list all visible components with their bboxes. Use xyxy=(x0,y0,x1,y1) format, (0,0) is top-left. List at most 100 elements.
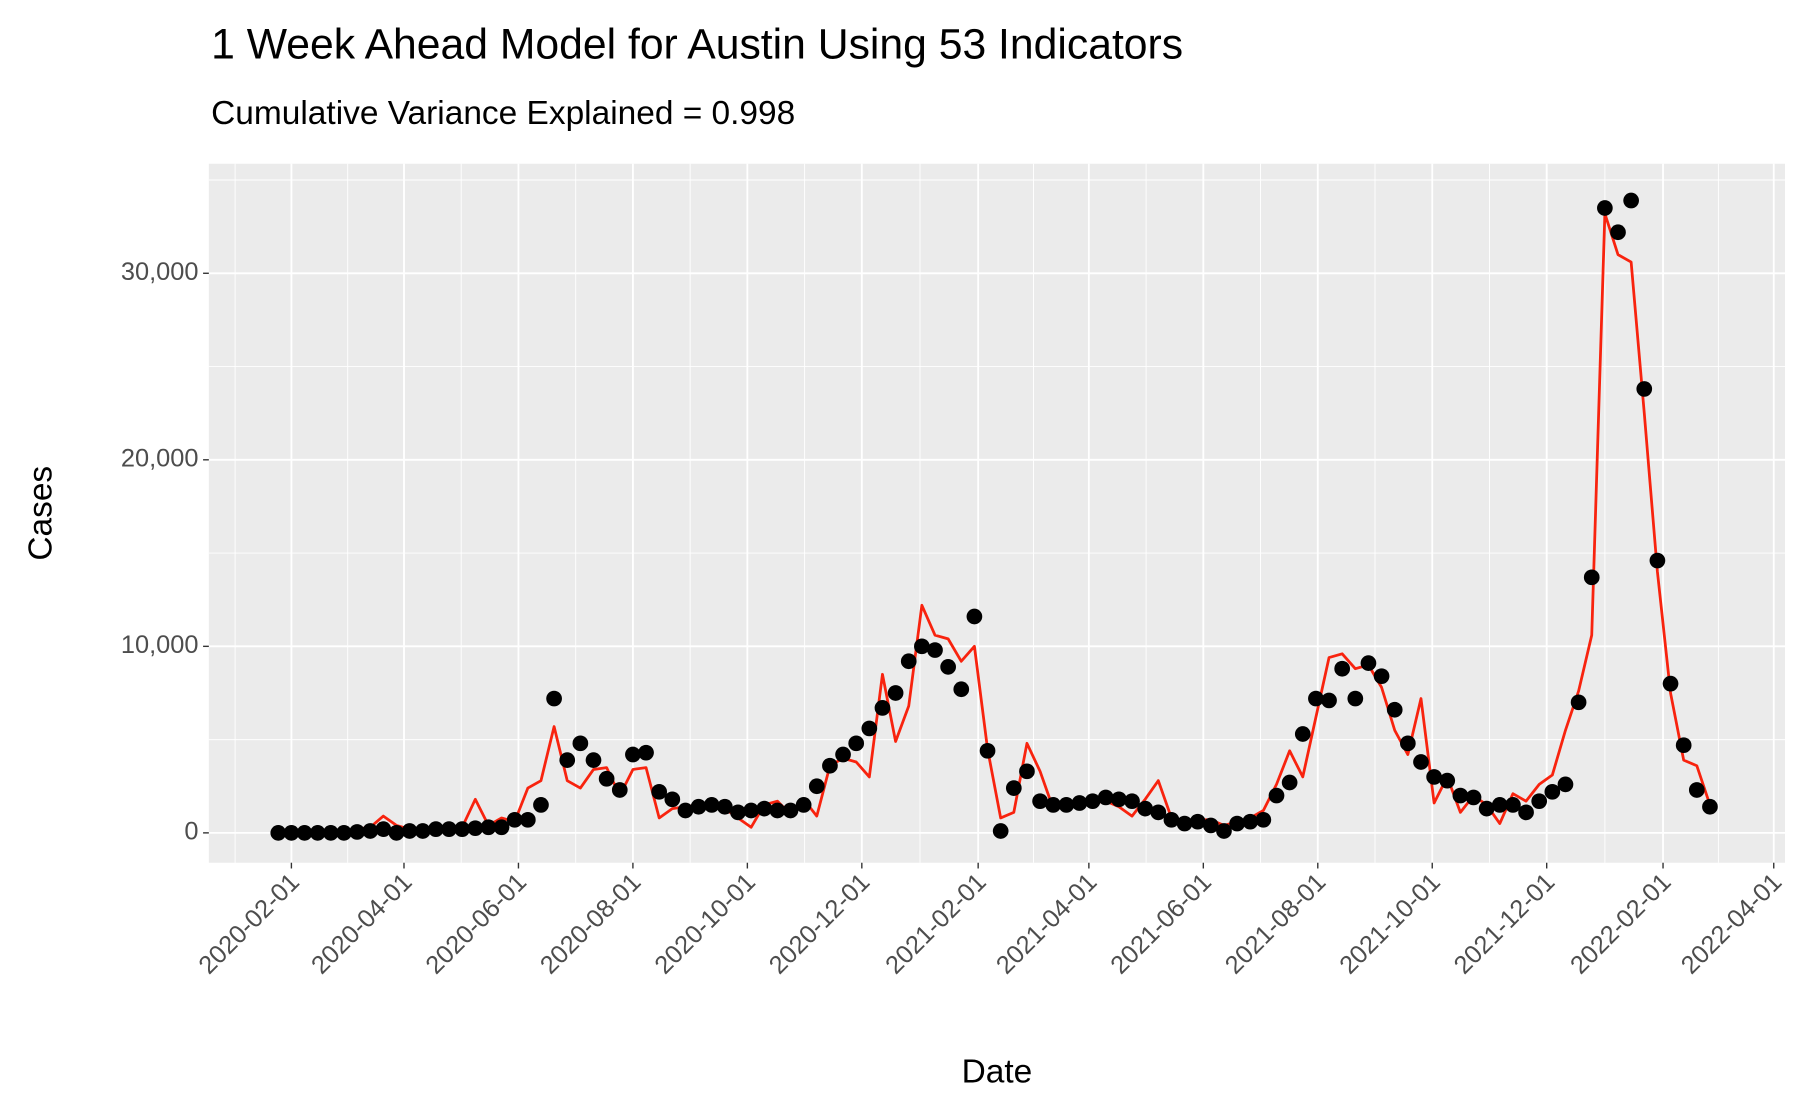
chart-title: 1 Week Ahead Model for Austin Using 53 I… xyxy=(211,21,1183,69)
x-tick-label: 2021-02-01 xyxy=(880,868,992,980)
data-point xyxy=(467,820,484,837)
data-point xyxy=(703,797,720,813)
data-point xyxy=(743,802,759,819)
x-tick-label: 2020-08-01 xyxy=(535,868,647,980)
data-point xyxy=(1097,789,1114,806)
x-axis-title: Date xyxy=(962,1054,1033,1091)
data-point xyxy=(1702,798,1718,815)
data-point xyxy=(638,744,654,761)
data-point xyxy=(1005,780,1022,796)
data-point xyxy=(1150,804,1167,821)
data-point xyxy=(546,690,562,707)
y-tick-label: 20,000 xyxy=(121,445,199,473)
data-point xyxy=(454,821,471,837)
data-point xyxy=(1688,782,1705,798)
plot-background xyxy=(208,163,1785,863)
data-point xyxy=(506,811,523,828)
data-point xyxy=(1649,552,1666,569)
data-point xyxy=(572,735,589,752)
data-point xyxy=(717,798,733,815)
x-tick-label: 2022-04-01 xyxy=(1676,868,1788,980)
data-point xyxy=(1452,787,1469,804)
data-point xyxy=(861,720,878,737)
data-point xyxy=(428,821,444,837)
x-tick-label: 2021-04-01 xyxy=(991,868,1103,980)
data-point xyxy=(992,823,1009,839)
data-point xyxy=(585,752,602,768)
x-tick-label: 2021-10-01 xyxy=(1334,868,1446,980)
data-point xyxy=(1294,726,1311,742)
data-point xyxy=(1400,735,1416,752)
data-point xyxy=(1426,769,1442,785)
data-point xyxy=(336,825,352,841)
data-point xyxy=(1216,823,1232,839)
data-point xyxy=(1623,192,1639,209)
data-point xyxy=(927,642,943,658)
data-point xyxy=(1465,789,1482,806)
data-point xyxy=(1478,800,1495,817)
data-point xyxy=(1084,793,1101,810)
x-tick-label: 2021-08-01 xyxy=(1220,868,1332,980)
data-point xyxy=(914,638,930,655)
data-point xyxy=(769,802,786,819)
data-point xyxy=(1413,754,1429,770)
data-point xyxy=(730,804,746,821)
data-point xyxy=(1202,817,1219,834)
x-tick-label: 2021-12-01 xyxy=(1449,868,1561,980)
data-point xyxy=(270,825,287,841)
data-point xyxy=(808,778,825,795)
data-point xyxy=(322,825,339,841)
data-point xyxy=(1189,813,1206,830)
x-tick-label: 2020-04-01 xyxy=(306,868,418,980)
data-point xyxy=(756,800,773,817)
data-point xyxy=(900,653,917,670)
y-tick-label: 10,000 xyxy=(121,631,199,659)
data-point xyxy=(1557,776,1574,793)
data-point xyxy=(1610,224,1626,241)
data-point xyxy=(1242,813,1259,830)
data-point xyxy=(1268,787,1285,804)
data-point xyxy=(1531,793,1548,810)
data-point xyxy=(1281,774,1298,791)
data-point xyxy=(625,746,641,763)
data-point xyxy=(822,757,838,774)
data-point xyxy=(283,825,300,841)
data-point xyxy=(795,797,812,813)
data-point xyxy=(664,791,681,808)
data-point xyxy=(940,659,956,675)
data-point xyxy=(1518,804,1534,821)
data-point xyxy=(1347,690,1364,707)
data-point xyxy=(309,825,326,841)
data-point xyxy=(1439,772,1456,789)
x-tick-label: 2020-06-01 xyxy=(420,868,532,980)
data-point xyxy=(1360,655,1377,671)
data-point xyxy=(1111,791,1127,808)
data-point xyxy=(388,825,405,841)
data-point xyxy=(966,608,983,625)
data-point xyxy=(1019,763,1035,780)
data-point xyxy=(1583,569,1600,586)
data-point xyxy=(598,770,615,787)
data-point xyxy=(401,823,418,839)
data-point xyxy=(874,700,891,716)
data-point xyxy=(1334,660,1351,677)
data-point xyxy=(375,821,392,837)
data-point xyxy=(782,802,799,819)
data-point xyxy=(1570,694,1587,711)
data-point xyxy=(1045,797,1062,813)
data-point xyxy=(1544,783,1561,800)
x-tick-label: 2020-02-01 xyxy=(193,868,305,980)
x-tick-label: 2021-06-01 xyxy=(1105,868,1217,980)
data-point xyxy=(1491,797,1508,813)
data-point xyxy=(1229,815,1245,832)
data-point xyxy=(296,825,313,841)
data-point xyxy=(1032,793,1048,810)
data-point xyxy=(533,797,549,813)
data-point xyxy=(651,783,668,800)
y-axis-title: Cases xyxy=(23,466,60,561)
data-point xyxy=(979,742,996,759)
y-tick-label: 0 xyxy=(184,818,198,846)
data-point xyxy=(1176,815,1193,832)
